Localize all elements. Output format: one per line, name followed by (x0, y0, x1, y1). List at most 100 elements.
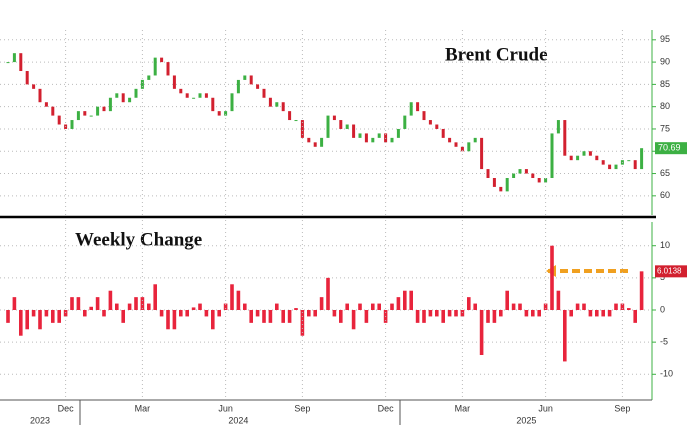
candle (32, 84, 36, 89)
candle (243, 75, 247, 80)
candle (134, 88, 138, 98)
y-tick-label: 10 (660, 240, 670, 250)
bar (217, 310, 221, 317)
bar (166, 310, 170, 330)
candle (249, 75, 253, 85)
bar (255, 310, 260, 317)
candle (480, 137, 484, 170)
bar (620, 303, 625, 310)
bar (12, 297, 17, 310)
bar (575, 303, 580, 310)
bar (243, 303, 247, 310)
candle (396, 128, 400, 138)
bar (505, 290, 509, 310)
candle (38, 88, 42, 103)
candle (19, 53, 23, 72)
candle (96, 106, 100, 116)
bar (601, 310, 605, 317)
bar (51, 310, 55, 323)
bar (396, 297, 401, 310)
x-tick-label: Sep (614, 403, 630, 413)
bar (275, 303, 279, 310)
candle (179, 88, 183, 94)
bar (371, 303, 375, 310)
candle (57, 115, 61, 125)
bar (38, 310, 42, 330)
candle (384, 133, 388, 143)
bar (287, 310, 292, 323)
candle (217, 111, 221, 116)
candle (473, 137, 477, 143)
bar (57, 310, 61, 323)
candle (224, 111, 228, 116)
candle (633, 160, 637, 170)
x-tick-label: Mar (135, 403, 151, 413)
bar (326, 277, 330, 310)
candle (512, 173, 516, 178)
bar (223, 303, 228, 310)
candle (499, 186, 503, 192)
bar (409, 290, 413, 310)
candle (608, 164, 612, 170)
candle (102, 106, 106, 112)
bar (415, 310, 420, 323)
bar (121, 310, 125, 323)
bar (19, 310, 23, 336)
candle (44, 102, 48, 107)
bar (492, 310, 497, 323)
candle (326, 115, 330, 138)
y-tick-label: 0 (660, 304, 665, 314)
candle (595, 155, 599, 161)
bar (428, 310, 433, 317)
bar (351, 310, 356, 330)
candle (441, 128, 445, 138)
chart-title: Weekly Change (75, 229, 202, 250)
bar (460, 310, 465, 317)
bar (172, 310, 177, 330)
candle (492, 178, 496, 187)
candle (448, 137, 452, 143)
candle (76, 111, 80, 121)
x-tick-label: Jun (538, 403, 553, 413)
candle (435, 124, 439, 129)
last-value-box (655, 142, 687, 155)
candle (115, 93, 119, 98)
candle (288, 111, 292, 121)
x-tick-label: Mar (455, 403, 471, 413)
bar (422, 310, 426, 323)
y-tick-label: 60 (660, 190, 670, 200)
candle (454, 142, 458, 147)
x-tick-label: Sep (294, 403, 310, 413)
bar (191, 307, 196, 310)
candle (172, 75, 176, 89)
candle (332, 115, 336, 121)
x-tick-label: Dec (58, 403, 75, 413)
year-label: 2024 (228, 415, 248, 425)
y-tick-label: 95 (660, 34, 670, 44)
bar (134, 297, 138, 310)
candle (166, 62, 170, 76)
candle (339, 120, 343, 129)
candle (262, 88, 266, 98)
bar (569, 310, 573, 317)
bar (633, 310, 637, 323)
candle (505, 178, 509, 192)
y-tick-label: -10 (660, 369, 673, 379)
candle (300, 120, 304, 138)
candle (281, 102, 285, 112)
year-label: 2025 (516, 415, 536, 425)
candle (275, 102, 279, 107)
candle (230, 93, 234, 112)
bar (339, 310, 343, 323)
candle (467, 142, 471, 152)
bar (307, 310, 311, 317)
bar (230, 284, 234, 310)
bar (300, 310, 305, 336)
candle (364, 133, 368, 143)
last-value-box (655, 265, 687, 278)
y-tick-label: 80 (660, 101, 670, 111)
bar (83, 310, 87, 317)
bar (556, 290, 561, 310)
candle (416, 102, 420, 112)
candle (313, 142, 317, 147)
